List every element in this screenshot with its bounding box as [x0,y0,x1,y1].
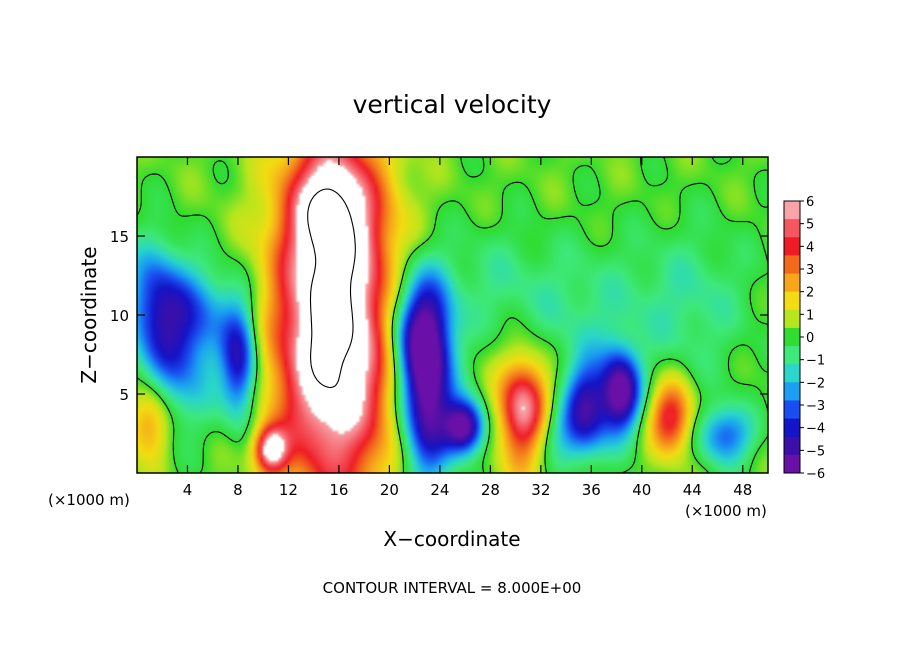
colorbar-tick-label: 6 [806,195,814,210]
x-tick-label: 48 [733,481,752,499]
x-unit-left: (×1000 m) [48,491,130,509]
colorbar-swatch [784,327,800,347]
y-tick-label: 15 [110,228,129,246]
colorbar-tick-label: −6 [806,467,825,482]
colorbar-swatch [784,273,800,293]
contour-lines [137,157,768,473]
colorbar-tick-label: −3 [806,399,825,414]
colorbar-tick-label: 0 [806,331,814,346]
colorbar-swatch [784,364,800,383]
y-axis: 5 10 15 [110,228,768,404]
colorbar: 6 5 4 3 2 1 0 −1 −2 −3 −4 −5 −6 [783,195,825,482]
colorbar-swatch [784,255,800,275]
x-tick-label: 32 [531,481,550,499]
colorbar-swatch [784,418,800,438]
y-axis-label: Z−coordinate [77,246,101,383]
colorbar-tick-label: 5 [806,218,814,233]
x-tick-label: 44 [683,481,702,499]
x-tick-label: 24 [430,481,449,499]
colorbar-swatch [784,400,800,420]
colorbar-tick-label: −4 [806,422,825,437]
colorbar-swatch [784,291,800,311]
colorbar-tick-label: −5 [806,444,825,459]
colorbar-tick-label: 3 [806,263,814,278]
x-tick-label: 20 [380,481,399,499]
plot-area [137,157,768,473]
x-tick-label: 4 [183,481,193,499]
contour-line [137,157,768,473]
colorbar-swatch [784,309,800,329]
colorbar-swatch [784,219,800,238]
x-axis: 4 8 12 16 20 24 28 32 36 40 44 48 [183,157,752,499]
contour-interval-note: CONTOUR INTERVAL = 8.000E+00 [323,579,582,597]
colorbar-tick-label: 4 [806,240,814,255]
colorbar-swatch [784,201,800,220]
velocity-field [137,157,768,473]
x-axis-label: X−coordinate [383,527,520,551]
colorbar-tick-label: −1 [806,354,825,369]
chart-title: vertical velocity [353,90,552,119]
x-tick-label: 12 [279,481,298,499]
colorbar-swatch [784,436,800,456]
x-tick-label: 16 [329,481,348,499]
y-tick-label: 10 [110,307,129,325]
colorbar-tick-label: 1 [806,308,814,323]
x-tick-label: 8 [233,481,243,499]
colorbar-swatch [784,454,800,474]
colorbar-tick-label: −2 [806,376,825,391]
x-tick-label: 40 [632,481,651,499]
y-tick-label: 5 [119,386,129,404]
colorbar-swatch [784,382,800,401]
colorbar-tick-label: 2 [806,286,814,301]
x-unit-right: (×1000 m) [685,502,767,520]
x-tick-label: 28 [481,481,500,499]
contour-line [307,188,356,389]
colorbar-swatch [784,346,800,365]
x-tick-label: 36 [582,481,601,499]
colorbar-swatch [784,237,800,256]
